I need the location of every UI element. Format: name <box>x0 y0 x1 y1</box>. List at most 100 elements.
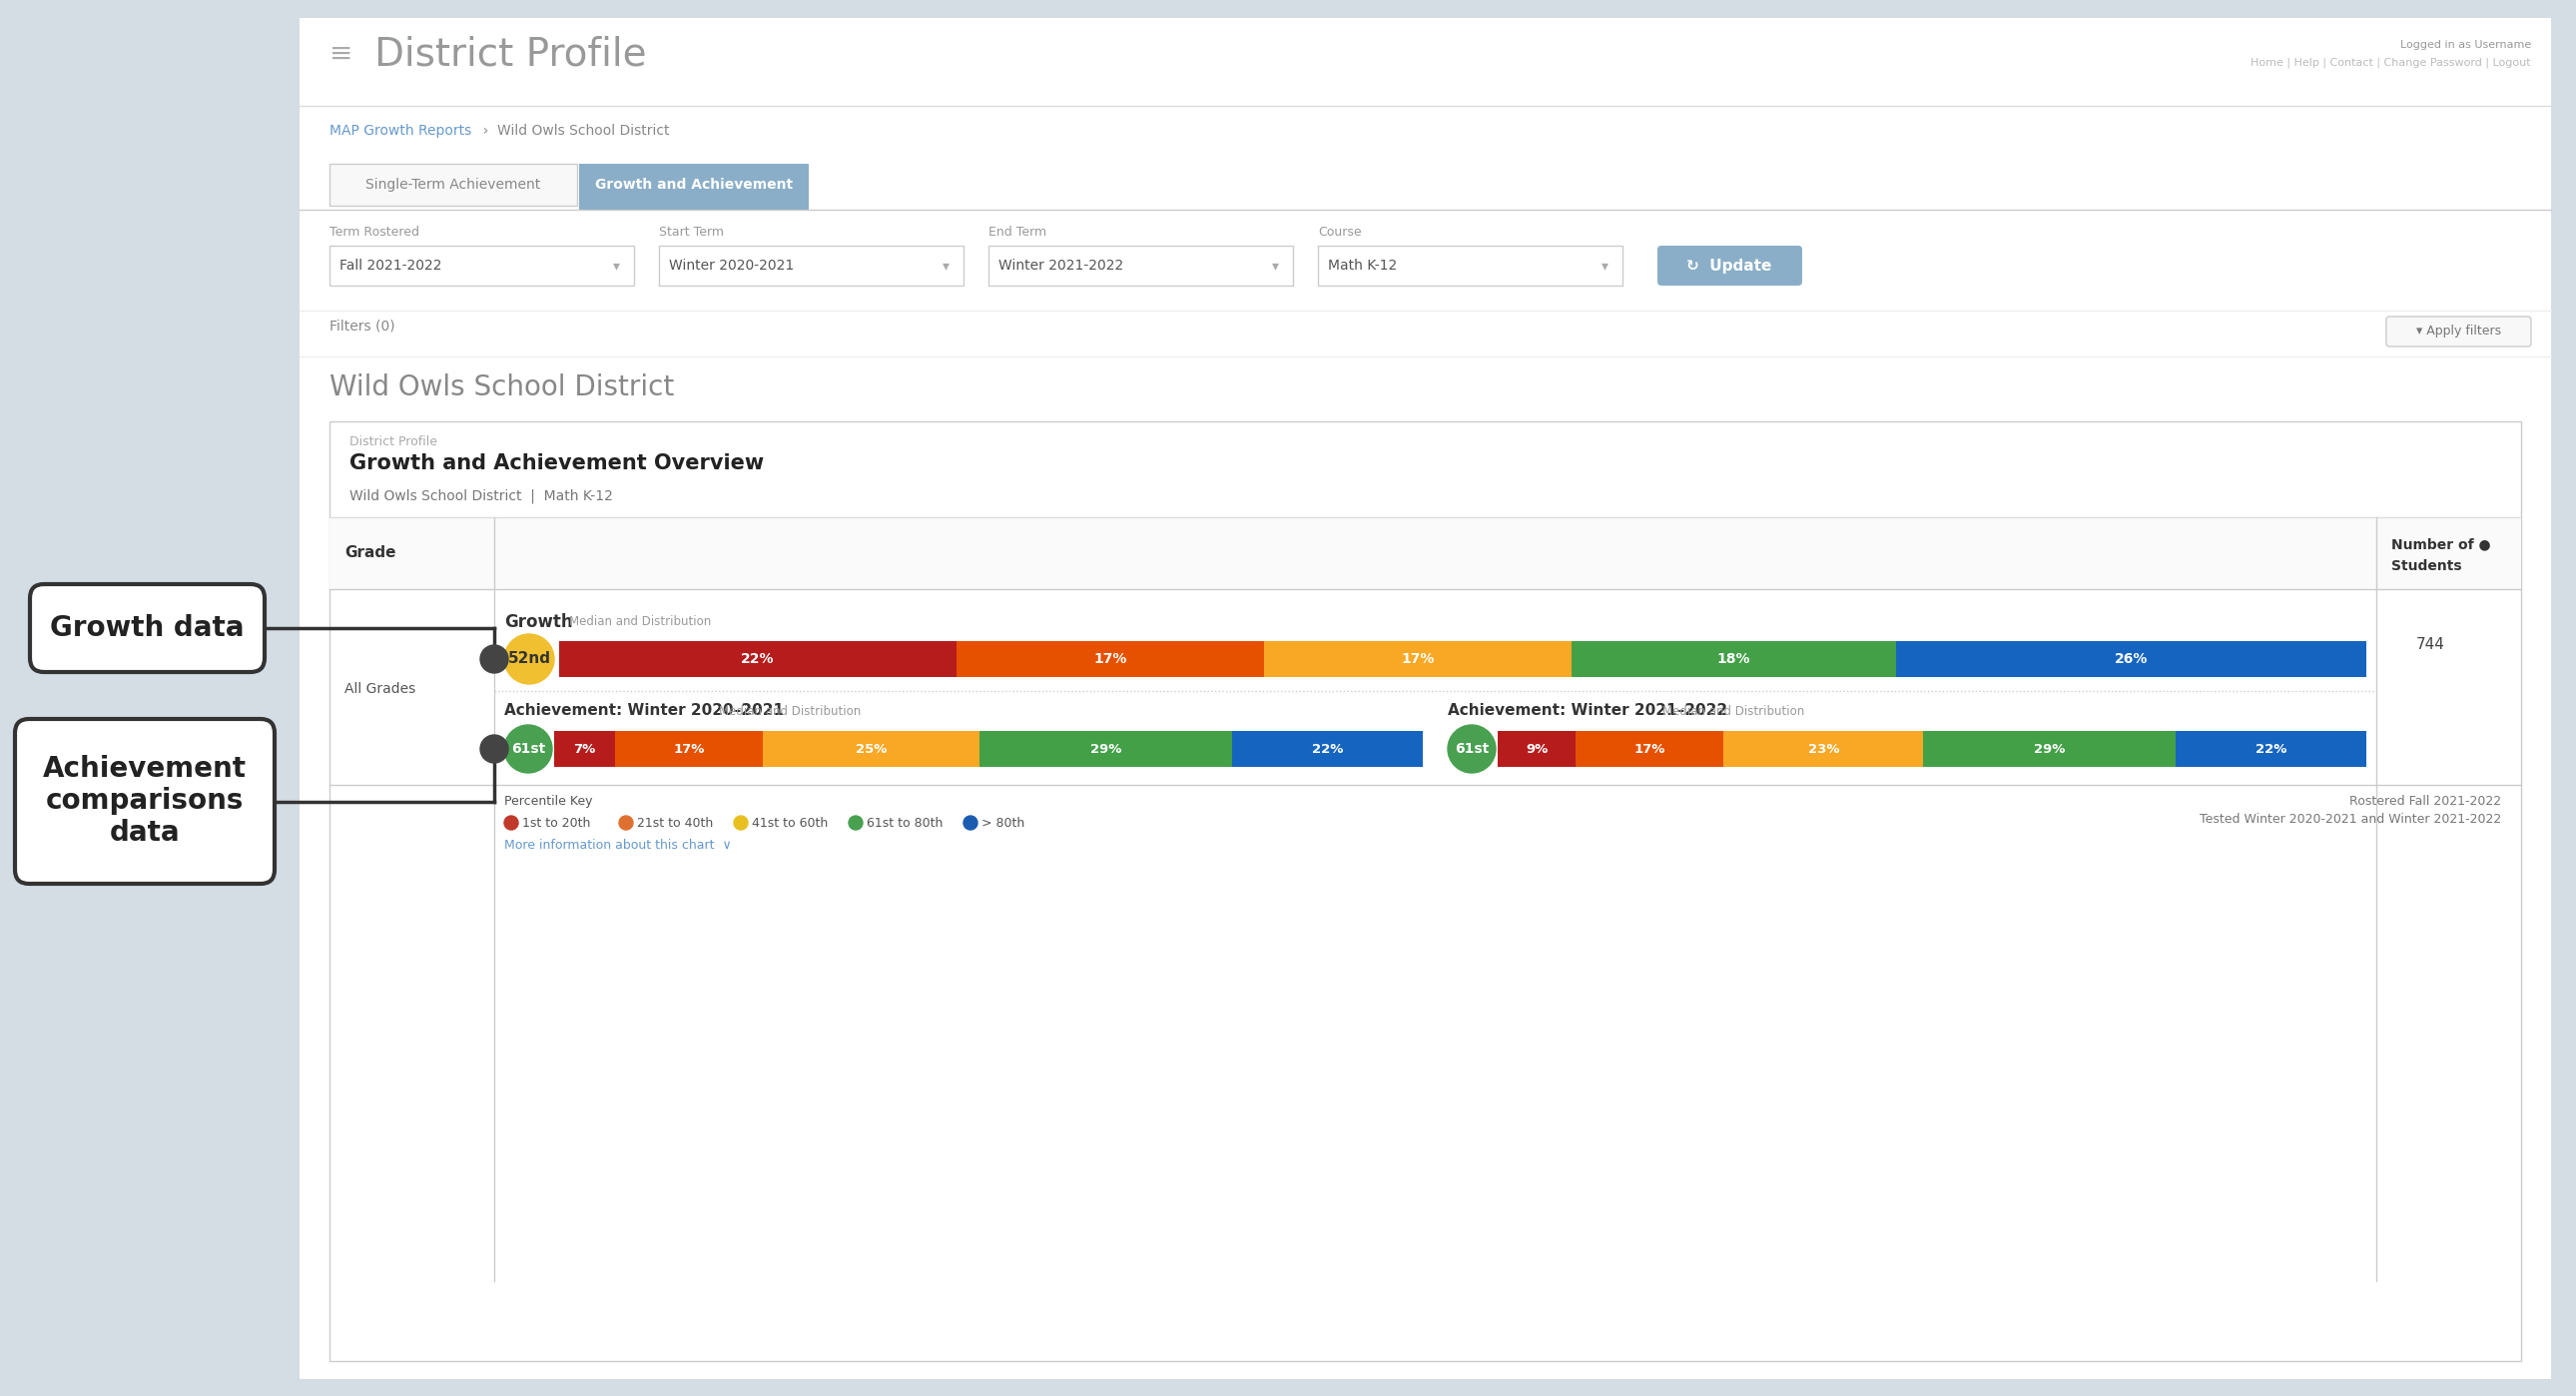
FancyBboxPatch shape <box>2385 317 2532 346</box>
Bar <box>1319 246 1623 286</box>
Bar <box>1924 732 2174 766</box>
Text: Wild Owls School District  |  Math K-12: Wild Owls School District | Math K-12 <box>350 490 613 504</box>
Bar <box>616 732 762 766</box>
Bar <box>1571 641 1896 677</box>
Text: Home | Help | Contact | Change Password | Logout: Home | Help | Contact | Change Password … <box>2251 57 2532 68</box>
Text: 26%: 26% <box>2115 652 2148 666</box>
Text: 7%: 7% <box>574 743 595 755</box>
Text: End Term: End Term <box>989 226 1046 239</box>
Bar <box>330 422 2522 1361</box>
Text: 22%: 22% <box>742 652 775 666</box>
Text: Students: Students <box>2391 560 2463 574</box>
Bar <box>580 163 809 209</box>
Text: Start Term: Start Term <box>659 226 724 239</box>
Text: 52nd: 52nd <box>507 652 551 666</box>
Bar <box>2174 732 2367 766</box>
Text: 29%: 29% <box>2032 743 2066 755</box>
Bar <box>979 732 1231 766</box>
Bar <box>1723 732 1924 766</box>
Text: Growth data: Growth data <box>49 614 245 642</box>
Bar <box>559 641 956 677</box>
FancyBboxPatch shape <box>31 584 265 671</box>
Circle shape <box>848 815 863 829</box>
Text: 21st to 40th: 21st to 40th <box>636 817 714 829</box>
Text: ↻  Update: ↻ Update <box>1687 258 1772 274</box>
Bar <box>299 18 2550 1379</box>
Bar <box>330 246 634 286</box>
Text: Rostered Fall 2021-2022: Rostered Fall 2021-2022 <box>2349 794 2501 808</box>
Circle shape <box>618 815 634 829</box>
Text: 17%: 17% <box>672 743 703 755</box>
Circle shape <box>479 734 507 762</box>
Bar <box>1896 641 2367 677</box>
Circle shape <box>505 725 551 773</box>
Text: All Grades: All Grades <box>345 683 415 697</box>
Circle shape <box>1448 725 1497 773</box>
Text: 41st to 60th: 41st to 60th <box>752 817 827 829</box>
Text: Winter 2020-2021: Winter 2020-2021 <box>670 258 793 272</box>
Text: > 80th: > 80th <box>981 817 1025 829</box>
FancyBboxPatch shape <box>1656 246 1803 286</box>
Circle shape <box>734 815 747 829</box>
Text: Achievement
comparisons
data: Achievement comparisons data <box>44 754 247 847</box>
Text: ▾: ▾ <box>943 258 948 272</box>
Circle shape <box>963 815 976 829</box>
Text: 23%: 23% <box>1808 743 1839 755</box>
Text: ›  Wild Owls School District: › Wild Owls School District <box>474 124 670 138</box>
Text: More information about this chart  ∨: More information about this chart ∨ <box>505 839 732 852</box>
Circle shape <box>505 634 554 684</box>
Text: Tested Winter 2020-2021 and Winter 2021-2022: Tested Winter 2020-2021 and Winter 2021-… <box>2200 812 2501 826</box>
Circle shape <box>505 815 518 829</box>
Text: ▾: ▾ <box>1602 258 1607 272</box>
Text: Growth: Growth <box>505 613 572 631</box>
Text: Achievement: Winter 2020–2021: Achievement: Winter 2020–2021 <box>505 704 783 718</box>
Bar <box>1265 641 1571 677</box>
Text: 9%: 9% <box>1525 743 1548 755</box>
Text: 17%: 17% <box>1401 652 1435 666</box>
Text: 17%: 17% <box>1095 652 1126 666</box>
Text: 29%: 29% <box>1090 743 1121 755</box>
Bar <box>1577 732 1723 766</box>
Text: Logged in as Username: Logged in as Username <box>2401 40 2532 50</box>
Text: District Profile: District Profile <box>374 36 647 74</box>
Text: ≡: ≡ <box>330 40 353 68</box>
Text: Math K-12: Math K-12 <box>1329 258 1396 272</box>
Text: Achievement: Winter 2021–2022: Achievement: Winter 2021–2022 <box>1448 704 1728 718</box>
Text: Median and Distribution: Median and Distribution <box>1662 705 1803 718</box>
Bar <box>956 641 1265 677</box>
Text: 61st: 61st <box>510 741 546 755</box>
FancyBboxPatch shape <box>15 719 276 884</box>
Text: Single-Term Achievement: Single-Term Achievement <box>366 177 541 191</box>
Text: 22%: 22% <box>1311 743 1342 755</box>
Text: ▾: ▾ <box>613 258 621 272</box>
Text: Growth and Achievement Overview: Growth and Achievement Overview <box>350 454 765 473</box>
Text: Percentile Key: Percentile Key <box>505 794 592 808</box>
Bar <box>989 246 1293 286</box>
Text: 61st: 61st <box>1455 741 1489 755</box>
Text: Wild Owls School District: Wild Owls School District <box>330 374 675 402</box>
Text: Growth and Achievement: Growth and Achievement <box>595 177 793 191</box>
Text: Course: Course <box>1319 226 1363 239</box>
Text: 744: 744 <box>2416 637 2445 652</box>
Text: Grade: Grade <box>345 546 397 561</box>
Text: Median and Distribution: Median and Distribution <box>719 705 860 718</box>
Text: 18%: 18% <box>1718 652 1752 666</box>
Bar <box>330 518 2522 589</box>
Text: District Profile: District Profile <box>350 436 438 448</box>
Text: 1st to 20th: 1st to 20th <box>523 817 590 829</box>
Text: 17%: 17% <box>1633 743 1664 755</box>
Text: MAP Growth Reports: MAP Growth Reports <box>330 124 471 138</box>
Circle shape <box>479 645 507 673</box>
Bar <box>762 732 979 766</box>
Text: Number of ●: Number of ● <box>2391 537 2491 551</box>
Text: Term Rostered: Term Rostered <box>330 226 420 239</box>
Text: Median and Distribution: Median and Distribution <box>569 616 711 628</box>
Text: 25%: 25% <box>855 743 886 755</box>
Bar <box>659 246 963 286</box>
Text: ▾: ▾ <box>1273 258 1278 272</box>
Text: Winter 2021-2022: Winter 2021-2022 <box>999 258 1123 272</box>
Bar <box>330 163 577 205</box>
Text: 22%: 22% <box>2254 743 2287 755</box>
Text: ▾ Apply filters: ▾ Apply filters <box>2416 325 2501 338</box>
Bar <box>1497 732 1577 766</box>
